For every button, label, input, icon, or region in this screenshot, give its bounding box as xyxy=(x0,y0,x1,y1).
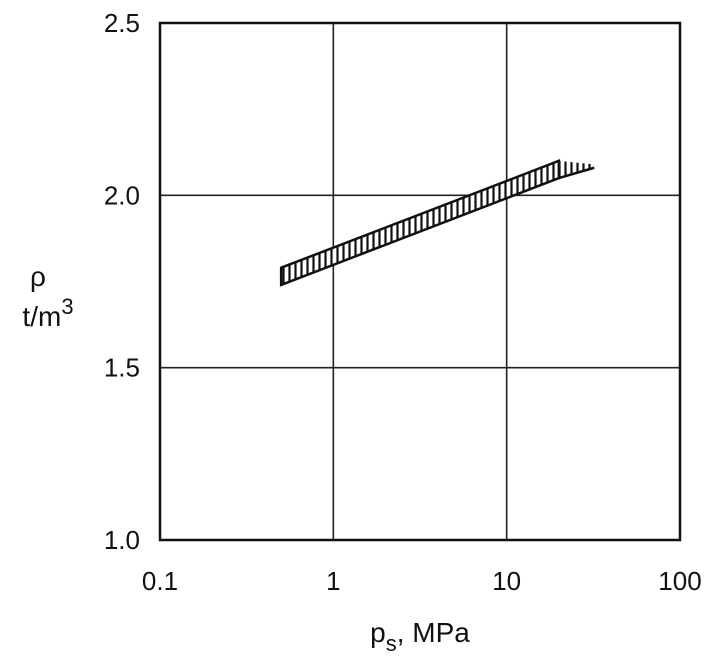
y-tick-labels: 1.0 1.5 2.0 2.5 xyxy=(104,8,140,555)
y-axis-label-symbol: ρ xyxy=(30,261,46,292)
density-band-tail-edge xyxy=(558,166,595,180)
x-tick-label: 100 xyxy=(658,566,701,596)
x-axis-label-unit: , MPa xyxy=(397,617,471,648)
y-tick-label: 2.5 xyxy=(104,8,140,38)
density-band-area xyxy=(279,159,561,287)
y-tick-label: 1.5 xyxy=(104,353,140,383)
y-tick-label: 1.0 xyxy=(104,525,140,555)
x-axis-label-subscript: s xyxy=(386,631,397,656)
density-band-tail xyxy=(558,160,595,179)
y-axis-label-unit: t/m3 xyxy=(22,294,73,332)
x-tick-label: 0.1 xyxy=(142,566,178,596)
density-band xyxy=(279,159,595,287)
plot-frame xyxy=(158,21,682,542)
x-axis-label: ps, MPa xyxy=(370,617,470,656)
x-axis-label-main: p xyxy=(370,617,386,648)
y-axis-label-unit-base: t/m xyxy=(22,301,61,332)
y-tick-label: 2.0 xyxy=(104,180,140,210)
y-axis-label-unit-exponent: 3 xyxy=(61,294,73,319)
x-tick-label: 10 xyxy=(492,566,521,596)
grid-lines xyxy=(159,22,681,541)
x-tick-label: 1 xyxy=(326,566,340,596)
x-tick-labels: 0.1 1 10 100 xyxy=(142,566,702,596)
